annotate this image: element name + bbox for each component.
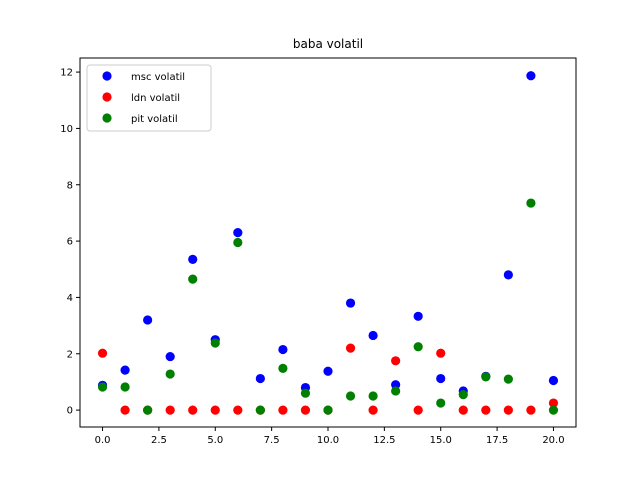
data-point: [481, 405, 491, 415]
x-tick-label: 2.5: [151, 435, 167, 446]
data-point: [368, 405, 378, 415]
data-point: [481, 372, 491, 382]
data-point: [120, 405, 130, 415]
data-point: [323, 366, 333, 376]
data-point: [368, 391, 378, 401]
y-tick-label: 10: [60, 124, 73, 135]
data-point: [210, 338, 220, 348]
data-point: [120, 365, 130, 375]
legend: msc volatil ldn volatil pit volatil: [86, 64, 212, 132]
y-axis: 0 2 4 6 8 10 12: [60, 68, 80, 417]
y-tick-label: 12: [60, 68, 73, 79]
data-point: [413, 342, 423, 352]
data-point: [233, 237, 243, 248]
data-point: [233, 228, 243, 238]
data-point: [345, 343, 356, 353]
data-point: [526, 198, 536, 208]
data-point: [165, 351, 175, 362]
data-point: [143, 405, 153, 415]
data-point: [548, 398, 559, 408]
series-pit-volatil: [97, 198, 559, 415]
data-point: [210, 405, 220, 415]
x-tick-label: 20.0: [542, 435, 564, 446]
data-point: [97, 382, 108, 392]
data-point: [436, 373, 446, 384]
data-point: [391, 386, 401, 396]
data-point: [278, 363, 288, 374]
data-point: [436, 398, 446, 408]
data-point: [323, 405, 333, 415]
data-point: [300, 388, 311, 398]
data-point: [503, 270, 513, 280]
data-point: [97, 348, 108, 358]
x-tick-label: 17.5: [486, 435, 508, 446]
x-tick-label: 15.0: [430, 435, 452, 446]
data-point: [345, 391, 356, 401]
x-tick-label: 12.5: [373, 435, 395, 446]
x-tick-label: 10.0: [317, 435, 339, 446]
data-point: [278, 344, 288, 355]
data-point: [188, 405, 198, 415]
data-point: [188, 254, 198, 265]
data-point: [436, 348, 446, 358]
data-point: [368, 330, 378, 341]
data-point: [548, 405, 559, 415]
data-point: [526, 71, 536, 81]
x-tick-label: 7.5: [264, 435, 280, 446]
data-point: [120, 382, 130, 392]
data-point: [391, 356, 401, 366]
data-point: [188, 274, 198, 284]
data-point: [233, 405, 243, 415]
data-point: [458, 390, 468, 400]
data-point: [255, 405, 265, 415]
data-point: [548, 375, 559, 386]
data-point: [278, 405, 288, 415]
y-tick-label: 6: [67, 237, 73, 248]
x-axis: 0.0 2.5 5.0 7.5 10.0 12.5 15.0 17.5 20.0: [95, 427, 565, 446]
data-point: [165, 369, 175, 379]
legend-marker: [102, 92, 112, 102]
legend-box: [86, 64, 212, 132]
y-tick-label: 8: [67, 180, 73, 191]
data-point: [300, 405, 311, 415]
data-point: [413, 405, 423, 415]
y-tick-label: 4: [67, 293, 73, 304]
data-point: [413, 311, 423, 321]
data-points: [97, 71, 559, 415]
y-tick-label: 0: [67, 406, 73, 417]
data-point: [255, 373, 265, 384]
legend-marker: [102, 113, 112, 123]
legend-label: ldn volatil: [131, 93, 180, 104]
data-point: [526, 405, 536, 415]
legend-marker: [102, 71, 112, 81]
legend-label: msc volatil: [131, 72, 185, 83]
data-point: [345, 298, 356, 308]
chart-title: baba volatil: [293, 37, 363, 51]
data-point: [503, 405, 513, 415]
x-tick-label: 0.0: [95, 435, 111, 446]
legend-label: pit volatil: [131, 114, 178, 125]
data-point: [165, 405, 175, 415]
data-point: [458, 405, 468, 415]
data-point: [503, 374, 513, 384]
x-tick-label: 5.0: [207, 435, 223, 446]
data-point: [143, 315, 153, 325]
y-tick-label: 2: [67, 349, 73, 360]
